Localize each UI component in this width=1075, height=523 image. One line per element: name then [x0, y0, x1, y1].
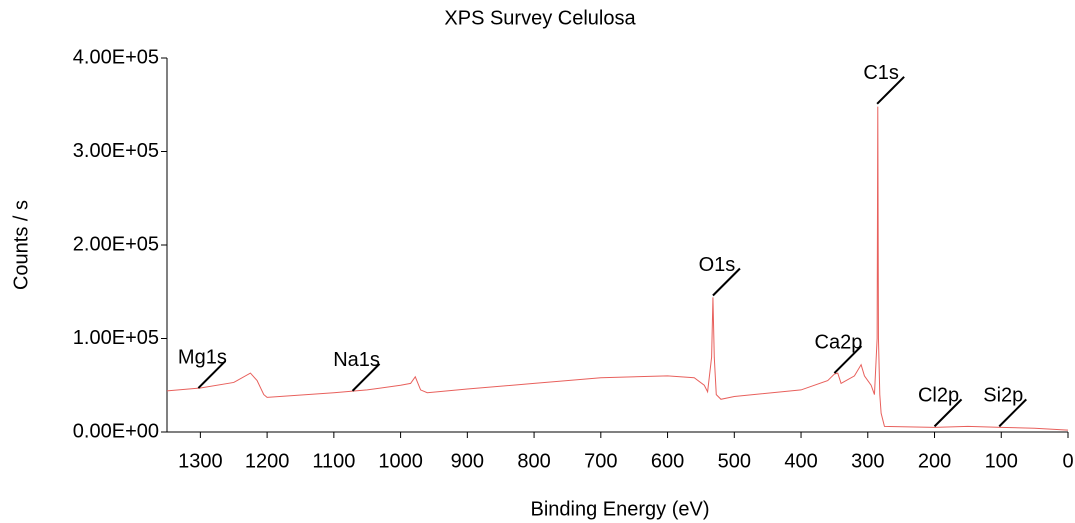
y-tick-label: 2.00E+05	[73, 233, 159, 255]
x-tick-label: 300	[851, 450, 884, 472]
annotation-leader	[876, 76, 905, 105]
x-tick-label: 400	[784, 450, 817, 472]
x-tick-label: 0	[1062, 450, 1073, 472]
x-axis-label: Binding Energy (eV)	[531, 498, 710, 520]
y-tick-label: 3.00E+05	[73, 140, 159, 162]
spectrum-line	[166, 106, 1069, 431]
annotation-label: Mg1s	[178, 346, 227, 368]
annotation-leader	[712, 267, 741, 297]
x-tick-label: 200	[918, 450, 951, 472]
annotation-label: Si2p	[983, 385, 1023, 407]
annotation-leader	[197, 360, 227, 389]
annotation-leader	[933, 398, 963, 428]
annotation-leader	[998, 398, 1027, 428]
x-tick-label: 1000	[378, 450, 423, 472]
y-axis-label: Counts / s	[10, 200, 32, 290]
x-tick-label: 1300	[178, 450, 223, 472]
x-tick-label: 800	[517, 450, 550, 472]
chart-title: XPS Survey Celulosa	[444, 7, 636, 29]
x-tick-label: 600	[651, 450, 684, 472]
x-tick-label: 700	[584, 450, 617, 472]
annotation-label: Cl2p	[918, 385, 959, 407]
x-tick-label: 900	[451, 450, 484, 472]
annotation-leader	[351, 363, 381, 392]
y-tick-label: 4.00E+05	[73, 46, 159, 68]
annotation-label: Na1s	[333, 349, 380, 371]
annotation-label: O1s	[699, 254, 736, 276]
x-tick-label: 1200	[245, 450, 290, 472]
x-tick-label: 500	[718, 450, 751, 472]
y-tick-label: 1.00E+05	[73, 327, 159, 349]
y-tick-label: 0.00E+00	[73, 420, 159, 442]
x-tick-label: 100	[985, 450, 1018, 472]
x-tick-label: 1100	[312, 450, 355, 472]
annotation-leader	[833, 345, 863, 374]
annotation-label: C1s	[863, 62, 899, 84]
annotation-label: Ca2p	[815, 331, 863, 353]
